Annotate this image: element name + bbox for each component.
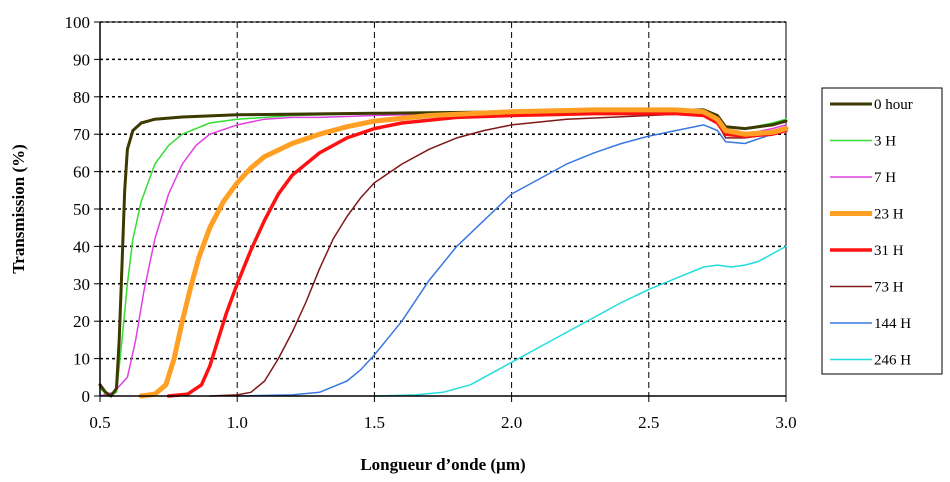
series-line-144-h xyxy=(236,124,787,397)
y-tick-label: 0 xyxy=(82,387,91,406)
y-tick-label: 70 xyxy=(73,125,90,144)
y-tick-label: 10 xyxy=(73,350,90,369)
legend-label: 73 H xyxy=(874,280,904,296)
y-tick-label: 50 xyxy=(73,200,90,219)
x-tick-label: 2.0 xyxy=(501,413,522,432)
y-axis-title: Transmission (%) xyxy=(9,144,28,274)
y-tick-label: 60 xyxy=(73,163,90,182)
series-line-31-h xyxy=(166,111,788,398)
series-layer xyxy=(98,107,789,399)
legend-label: 246 H xyxy=(874,353,911,369)
legend-label: 7 H xyxy=(874,170,896,186)
x-tick-label: 1.0 xyxy=(227,413,248,432)
y-tick-label: 90 xyxy=(73,50,90,69)
y-tick-label: 80 xyxy=(73,88,90,107)
series-line-246-h xyxy=(373,245,787,397)
legend-label: 144 H xyxy=(874,316,911,332)
series-line-7-h xyxy=(99,111,787,397)
y-tick-label: 100 xyxy=(65,13,91,32)
grid xyxy=(99,21,787,397)
x-tick-label: 1.5 xyxy=(364,413,385,432)
legend-label: 0 hour xyxy=(874,97,913,113)
legend-label: 3 H xyxy=(874,134,896,150)
series-line-23-h xyxy=(138,107,789,399)
legend-box xyxy=(821,87,943,375)
y-tick-label: 30 xyxy=(73,275,90,294)
y-tick-label: 20 xyxy=(73,312,90,331)
x-axis-title: Longueur d’onde (µm) xyxy=(360,455,525,474)
legend-label: 23 H xyxy=(874,207,904,223)
legend-label: 31 H xyxy=(874,243,904,259)
legend: 0 hour 3 H 7 H 23 H 31 H 73 H 144 H 246 H xyxy=(821,87,943,375)
ticks: 0 10 20 30 40 50 60 70 80 90 100 0.5 1.0 1.5 2.0 2.5 3.0 xyxy=(65,13,797,432)
x-tick-label: 3.0 xyxy=(775,413,796,432)
y-tick-label: 40 xyxy=(73,237,90,256)
x-tick-label: 0.5 xyxy=(89,413,110,432)
x-tick-label: 2.5 xyxy=(638,413,659,432)
series-line-73-h xyxy=(209,112,787,397)
